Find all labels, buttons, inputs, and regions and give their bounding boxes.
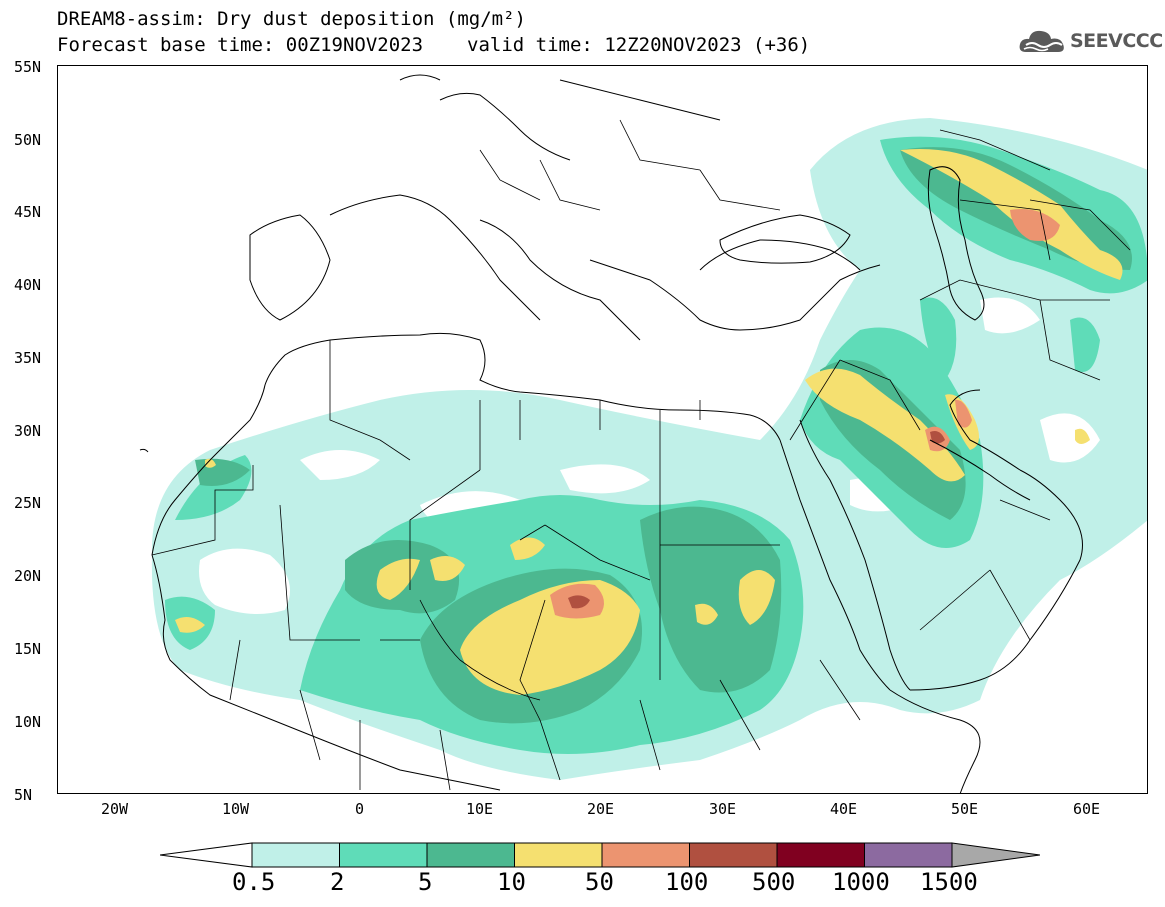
colorbar <box>160 842 1040 868</box>
lat-label-45n: 45N <box>14 203 42 221</box>
colorbar-swatch-6 <box>776 842 865 868</box>
lon-label-20w: 20W <box>101 800 129 818</box>
colorbar-swatch-0 <box>251 842 340 868</box>
legend-label-100: 100 <box>665 868 709 896</box>
legend-label-1000: 1000 <box>832 868 890 896</box>
lon-label-10e: 10E <box>466 800 494 818</box>
lat-label-25n: 25N <box>14 494 42 512</box>
lon-label-20e: 20E <box>587 800 615 818</box>
map-title: DREAM8-assim: Dry dust deposition (mg/m²… <box>57 8 526 30</box>
legend-label-5: 5 <box>418 868 433 896</box>
lat-label-55n: 55N <box>14 58 42 76</box>
colorbar-swatch-3 <box>514 842 603 868</box>
lon-label-60e: 60E <box>1073 800 1101 818</box>
colorbar-swatch-4 <box>601 842 690 868</box>
lon-label-50e: 50E <box>951 800 979 818</box>
lat-label-5n: 5N <box>14 786 33 804</box>
legend-label-2: 2 <box>330 868 345 896</box>
legend-label-50: 50 <box>585 868 614 896</box>
lat-label-50n: 50N <box>14 131 42 149</box>
colorbar-high-arrow <box>951 842 1040 868</box>
dust-level-100 <box>568 431 945 609</box>
lat-label-15n: 15N <box>14 640 42 658</box>
lat-label-40n: 40N <box>14 276 42 294</box>
colorbar-swatch-7 <box>864 842 953 868</box>
colorbar-low-arrow <box>160 842 253 868</box>
forecast-times: Forecast base time: 00Z19NOV2023 valid ti… <box>57 34 810 56</box>
lon-label-40e: 40E <box>830 800 858 818</box>
lon-label-0: 0 <box>355 800 365 818</box>
logo-text: SEEVCCC <box>1070 30 1163 52</box>
lon-label-10w: 10W <box>222 800 250 818</box>
valid-time: valid time: 12Z20NOV2023 (+36) <box>467 34 811 56</box>
lat-label-30n: 30N <box>14 422 42 440</box>
colorbar-swatch-1 <box>339 842 428 868</box>
colorbar-swatch-2 <box>426 842 515 868</box>
country-borders <box>151 119 1131 791</box>
colorbar-swatch-5 <box>689 842 778 868</box>
legend-label-1500: 1500 <box>920 868 978 896</box>
base-time: Forecast base time: 00Z19NOV2023 <box>57 34 424 56</box>
legend-label-10: 10 <box>497 868 526 896</box>
lon-label-30e: 30E <box>709 800 737 818</box>
cloud-logo-icon <box>1019 30 1064 52</box>
lat-label-35n: 35N <box>14 349 42 367</box>
map-frame <box>57 65 1148 794</box>
legend-label-500: 500 <box>752 868 796 896</box>
lat-label-10n: 10N <box>14 713 42 731</box>
lat-label-20n: 20N <box>14 567 42 585</box>
legend-label-0-5: 0.5 <box>232 868 276 896</box>
coastlines <box>139 74 1083 794</box>
